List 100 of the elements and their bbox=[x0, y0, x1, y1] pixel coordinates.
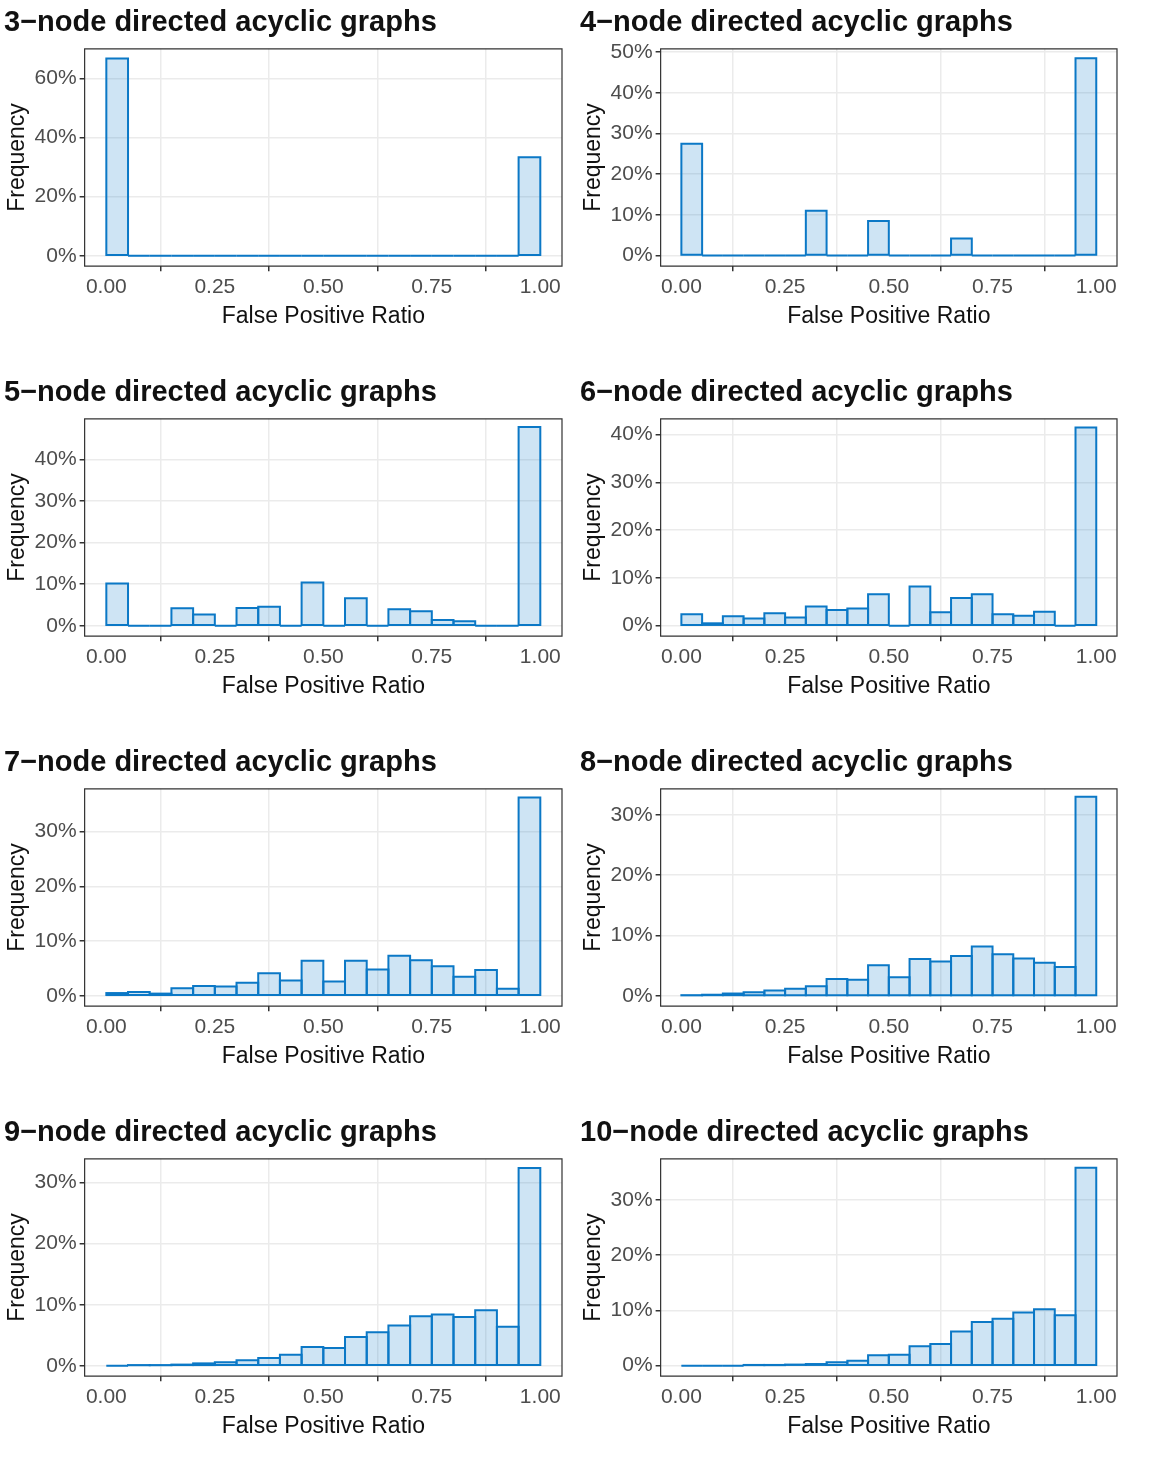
y-tick-label: 30% bbox=[34, 487, 77, 511]
y-tick-label: 10% bbox=[34, 927, 77, 951]
y-tick-label: 20% bbox=[610, 861, 653, 885]
y-axis-title: Frequency bbox=[3, 472, 30, 582]
x-axis-title: False Positive Ratio bbox=[221, 301, 425, 328]
chart-title: 5−node directed acyclic graphs bbox=[4, 375, 437, 408]
x-tick-label: 0.25 bbox=[194, 273, 236, 297]
y-tick-label: 20% bbox=[34, 1230, 77, 1254]
x-tick-label: 0.75 bbox=[411, 1383, 453, 1407]
chart-title: 10−node directed acyclic graphs bbox=[580, 1115, 1029, 1148]
chart-title: 4−node directed acyclic graphs bbox=[580, 5, 1013, 38]
y-axis-title: Frequency bbox=[579, 842, 606, 952]
y-tick-label: 30% bbox=[34, 818, 77, 842]
chart-title: 8−node directed acyclic graphs bbox=[580, 745, 1013, 778]
x-tick-label: 0.25 bbox=[764, 1013, 806, 1037]
y-tick-label: 0% bbox=[622, 612, 653, 636]
y-tick-label: 10% bbox=[34, 571, 77, 595]
x-tick-label: 0.00 bbox=[660, 643, 702, 667]
y-tick-label: 0% bbox=[622, 242, 653, 266]
y-tick-label: 0% bbox=[46, 242, 77, 266]
x-tick-label: 0.25 bbox=[194, 643, 236, 667]
x-tick-label: 0.50 bbox=[868, 1383, 910, 1407]
x-tick-label: 1.00 bbox=[1075, 643, 1117, 667]
x-tick-label: 1.00 bbox=[1075, 1013, 1117, 1037]
x-tick-label: 0.00 bbox=[660, 1383, 702, 1407]
y-tick-label: 20% bbox=[34, 873, 77, 897]
x-tick-label: 0.00 bbox=[85, 1013, 127, 1037]
y-axis-title: Frequency bbox=[3, 842, 30, 952]
x-tick-label: 1.00 bbox=[1075, 1383, 1117, 1407]
x-tick-label: 0.25 bbox=[764, 273, 806, 297]
x-tick-label: 1.00 bbox=[519, 643, 561, 667]
y-tick-label: 10% bbox=[34, 1291, 77, 1315]
y-tick-label: 30% bbox=[34, 1169, 77, 1193]
x-tick-label: 0.75 bbox=[411, 1013, 453, 1037]
y-tick-label: 40% bbox=[34, 124, 77, 148]
x-axis-title: False Positive Ratio bbox=[787, 671, 991, 698]
x-tick-label: 0.50 bbox=[868, 643, 910, 667]
x-tick-label: 0.75 bbox=[972, 1383, 1013, 1407]
x-tick-label: 1.00 bbox=[1075, 273, 1117, 297]
y-tick-label: 10% bbox=[610, 922, 653, 946]
y-tick-label: 0% bbox=[622, 1352, 653, 1376]
y-axis-title: Frequency bbox=[579, 102, 606, 212]
y-axis-title: Frequency bbox=[579, 472, 606, 582]
x-tick-label: 0.75 bbox=[411, 273, 453, 297]
x-tick-label: 0.50 bbox=[868, 273, 910, 297]
y-axis-title: Frequency bbox=[3, 102, 30, 212]
x-tick-label: 0.00 bbox=[660, 1013, 702, 1037]
y-tick-label: 30% bbox=[610, 469, 653, 493]
y-tick-label: 40% bbox=[610, 79, 653, 103]
x-tick-label: 0.25 bbox=[194, 1013, 236, 1037]
x-tick-label: 0.50 bbox=[302, 1013, 344, 1037]
chart-title: 7−node directed acyclic graphs bbox=[4, 745, 437, 778]
x-tick-label: 0.50 bbox=[302, 273, 344, 297]
x-axis-title: False Positive Ratio bbox=[221, 1041, 425, 1068]
y-tick-label: 30% bbox=[610, 1186, 653, 1210]
x-tick-label: 0.00 bbox=[660, 273, 702, 297]
x-tick-label: 1.00 bbox=[519, 1383, 561, 1407]
x-tick-label: 0.75 bbox=[972, 1013, 1013, 1037]
y-tick-label: 20% bbox=[610, 160, 653, 184]
x-axis-title: False Positive Ratio bbox=[787, 1411, 991, 1438]
y-tick-label: 60% bbox=[34, 65, 77, 89]
x-tick-label: 0.25 bbox=[764, 643, 806, 667]
x-tick-label: 0.50 bbox=[302, 643, 344, 667]
x-tick-label: 1.00 bbox=[519, 1013, 561, 1037]
y-tick-label: 50% bbox=[610, 38, 653, 62]
y-tick-label: 20% bbox=[34, 529, 77, 553]
y-tick-label: 40% bbox=[610, 421, 653, 445]
y-tick-label: 10% bbox=[610, 564, 653, 588]
chart-title: 6−node directed acyclic graphs bbox=[580, 375, 1013, 408]
chart-title: 3−node directed acyclic graphs bbox=[4, 5, 437, 38]
x-axis-title: False Positive Ratio bbox=[787, 301, 991, 328]
y-tick-label: 30% bbox=[610, 801, 653, 825]
x-axis-title: False Positive Ratio bbox=[221, 1411, 425, 1438]
x-axis-title: False Positive Ratio bbox=[787, 1041, 991, 1068]
chart-title: 9−node directed acyclic graphs bbox=[4, 1115, 437, 1148]
y-tick-label: 40% bbox=[34, 446, 77, 470]
x-tick-label: 0.00 bbox=[85, 643, 127, 667]
y-tick-label: 20% bbox=[34, 183, 77, 207]
x-tick-label: 0.75 bbox=[411, 643, 453, 667]
x-tick-label: 0.75 bbox=[972, 643, 1013, 667]
y-tick-label: 30% bbox=[610, 120, 653, 144]
y-tick-label: 0% bbox=[622, 982, 653, 1006]
x-tick-label: 1.00 bbox=[519, 273, 561, 297]
y-tick-label: 0% bbox=[46, 612, 77, 636]
x-tick-label: 0.75 bbox=[972, 273, 1013, 297]
y-tick-label: 0% bbox=[46, 1352, 77, 1376]
x-axis-title: False Positive Ratio bbox=[221, 671, 425, 698]
y-axis-title: Frequency bbox=[3, 1212, 30, 1322]
y-axis-title: Frequency bbox=[579, 1212, 606, 1322]
x-tick-label: 0.25 bbox=[764, 1383, 806, 1407]
x-tick-label: 0.00 bbox=[85, 1383, 127, 1407]
x-tick-label: 0.50 bbox=[302, 1383, 344, 1407]
x-tick-label: 0.00 bbox=[85, 273, 127, 297]
y-tick-label: 20% bbox=[610, 1241, 653, 1265]
y-tick-label: 0% bbox=[46, 982, 77, 1006]
x-tick-label: 0.25 bbox=[194, 1383, 236, 1407]
y-tick-label: 20% bbox=[610, 516, 653, 540]
y-tick-label: 10% bbox=[610, 1297, 653, 1321]
x-tick-label: 0.50 bbox=[868, 1013, 910, 1037]
y-tick-label: 10% bbox=[610, 201, 653, 225]
